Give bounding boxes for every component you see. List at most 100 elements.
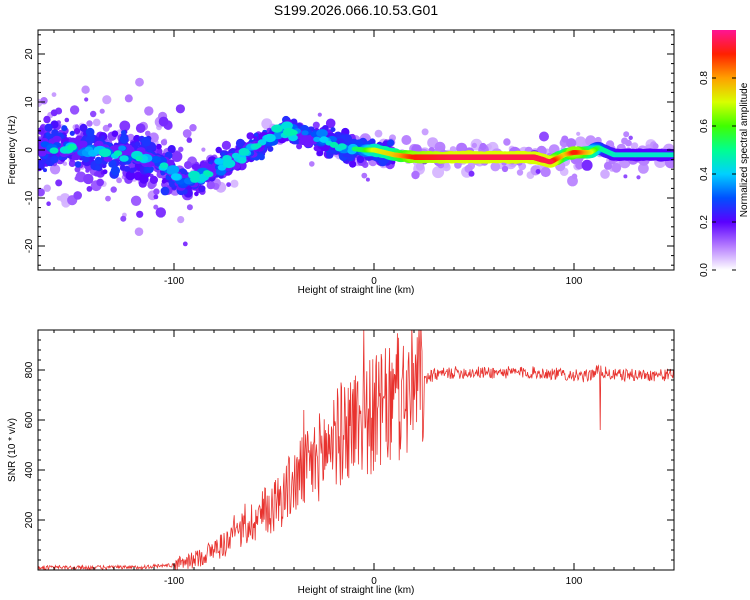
spectrogram-cell — [581, 159, 593, 171]
spectrogram-cell — [160, 171, 165, 176]
spectrogram-cell — [570, 150, 578, 155]
colorbar-tick-label: 0.8 — [699, 71, 710, 85]
x-tick-label: 0 — [371, 576, 377, 587]
spectrogram-cell — [365, 177, 370, 182]
spectrogram-cell — [337, 143, 347, 150]
spectrogram-cell — [141, 136, 152, 147]
spectrogram-cell — [330, 127, 336, 133]
snr-panel: -100 0 100 200 400 600 800 Height of straight … — [7, 329, 675, 596]
spectrogram-cell — [124, 94, 133, 103]
spectrogram-cell — [153, 204, 159, 210]
x-tick-label: -100 — [164, 576, 184, 587]
spectrogram-cell — [73, 191, 82, 200]
spectrogram-cell — [503, 138, 511, 146]
spectrogram-cell — [378, 158, 387, 167]
spectrogram-cell — [628, 135, 633, 140]
spectrogram-cell — [51, 92, 57, 97]
y-tick-label: 800 — [24, 361, 35, 378]
spectrogram-cell — [83, 173, 94, 185]
spectrogram-cell — [189, 124, 197, 132]
spectrogram-cell — [490, 161, 501, 172]
spectrogram-cell — [85, 135, 95, 145]
spectrogram-cell — [50, 155, 59, 164]
spectrogram-cell — [281, 121, 293, 130]
y-tick-label: -10 — [24, 190, 35, 205]
spectrogram-cell — [86, 120, 93, 127]
spectrogram-cell — [194, 191, 199, 197]
spectrogram-cell — [246, 132, 254, 140]
spectrogram-cell — [153, 194, 159, 200]
snr-y-axis-label: SNR (10 * v/v) — [7, 418, 18, 482]
y-tick-label: 20 — [24, 48, 35, 60]
spectrogram-cell — [238, 148, 250, 156]
spectrogram-cell — [160, 186, 170, 196]
spectrogram-cell — [159, 162, 169, 169]
spectrogram-cell — [325, 118, 336, 129]
spectrogram-cell — [226, 182, 232, 188]
spectrogram-cell — [121, 130, 126, 135]
spectrogram-cell — [162, 178, 168, 183]
spectrogram-cell — [119, 120, 131, 132]
spectrogram-cell — [156, 148, 163, 155]
spectrogram-cell — [186, 204, 193, 211]
spectrogram-cell — [46, 201, 51, 206]
spectrogram-cell — [100, 135, 106, 141]
colorbar-tick-label: 0.2 — [699, 215, 710, 229]
spectrogram-cell — [113, 150, 123, 157]
spectrogram-cell — [102, 169, 108, 175]
spectrogram-cell — [214, 157, 224, 165]
spectrogram-cell — [99, 108, 105, 114]
spectrogram-cell — [160, 139, 168, 146]
spectrogram-cell — [198, 185, 206, 193]
spectrogram-cell — [182, 129, 192, 138]
spectrogram-cell — [501, 165, 509, 173]
spectrogram-cell — [69, 105, 80, 115]
spectrogram-cell — [630, 142, 638, 150]
spectrogram-cell — [374, 129, 383, 138]
spectrogram-cell — [74, 161, 82, 168]
spectrogram-cell — [135, 77, 144, 87]
colorbar-tick-label: 0.4 — [699, 167, 710, 181]
spectrogram-cell — [177, 216, 185, 224]
spectrogram-cell — [134, 227, 144, 236]
spectrogram-cell — [401, 135, 412, 145]
figure-title: S199.2026.066.10.53.G01 — [274, 2, 438, 18]
spectrogram-cell — [319, 136, 329, 143]
spectrogram-cell — [71, 153, 81, 161]
spectrogram-cell — [108, 159, 117, 168]
spectrogram-cell — [625, 139, 632, 147]
spectrogram-cell — [170, 173, 182, 181]
spectrogram-cell — [64, 117, 70, 123]
spectrogram-cell — [51, 129, 59, 137]
spectrogram-cell — [516, 169, 524, 176]
spectrogram-cell — [136, 210, 144, 218]
spectrogram-cell — [623, 174, 628, 179]
spectrogram-cell — [221, 140, 231, 150]
spectrogram-cell — [316, 129, 328, 138]
spectrogram-cell — [74, 124, 80, 129]
spectrogram-cell — [603, 161, 613, 170]
spectrogram-cell — [313, 136, 321, 142]
spectrogram-cell — [119, 155, 129, 162]
spectrogram-cell — [40, 97, 48, 105]
spectrogram-heatmap — [38, 77, 674, 247]
colorbar-gradient — [712, 30, 736, 270]
spectrogram-cell — [253, 132, 259, 137]
spectrogram-cell — [135, 156, 143, 162]
spectrogram-cell — [301, 130, 309, 136]
spectrogram-cell — [561, 135, 569, 143]
spectrogram-cell — [119, 134, 129, 144]
spectrogram-cell — [221, 152, 226, 157]
spectrogram-cell — [156, 143, 162, 150]
spectrogram-cell — [652, 143, 659, 150]
spectrogram-cell — [540, 166, 551, 178]
spectrogram-cell — [94, 156, 103, 165]
spectrogram-cell — [43, 168, 47, 173]
spectrogram-cell — [94, 140, 104, 148]
spectrogram-cell — [415, 162, 425, 171]
spectrogram-cell — [153, 188, 160, 195]
